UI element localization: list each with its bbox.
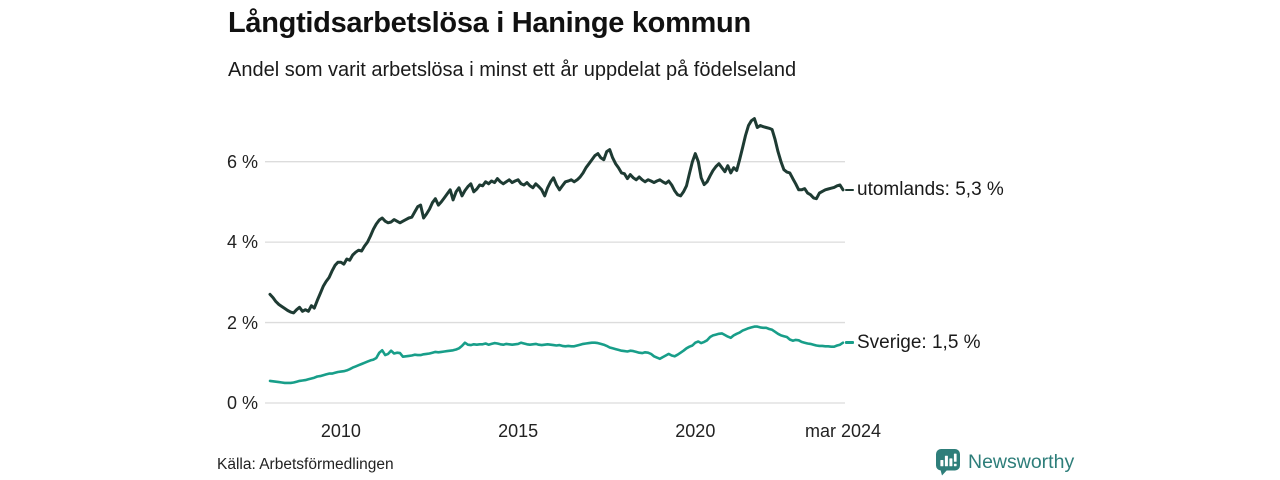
x-axis-tick-label: mar 2024 bbox=[804, 421, 882, 441]
utomlands-label-dash bbox=[845, 188, 854, 192]
y-axis-tick-label: 0 % bbox=[226, 393, 258, 413]
sverige-label-dash bbox=[845, 341, 854, 344]
source-note: Källa: Arbetsförmedlingen bbox=[217, 456, 394, 473]
page-subtitle: Andel som varit arbetslösa i minst ett å… bbox=[228, 59, 797, 81]
y-axis-tick-label: 2 % bbox=[226, 312, 258, 333]
x-axis-tick-label: 2020 bbox=[675, 421, 716, 441]
series-line-sverige bbox=[268, 325, 845, 385]
y-axis-tick-label: 6 % bbox=[226, 151, 258, 172]
series-line-utomlands bbox=[268, 117, 845, 315]
y-axis-tick-label: 4 % bbox=[226, 232, 258, 253]
x-axis-tick-label: 2015 bbox=[498, 421, 539, 441]
utomlands-end-label: utomlands: 5,3 % bbox=[857, 178, 1004, 200]
sverige-end-label: Sverige: 1,5 % bbox=[857, 331, 981, 353]
newsworthy-wordmark: Newsworthy bbox=[968, 451, 1075, 473]
newsworthy-logo[interactable]: Newsworthy bbox=[936, 449, 1074, 476]
page-title: Långtidsarbetslösa i Haninge kommun bbox=[228, 7, 751, 39]
bar-chart-bubble-icon bbox=[936, 449, 960, 476]
x-axis-tick-label: 2010 bbox=[320, 421, 361, 441]
